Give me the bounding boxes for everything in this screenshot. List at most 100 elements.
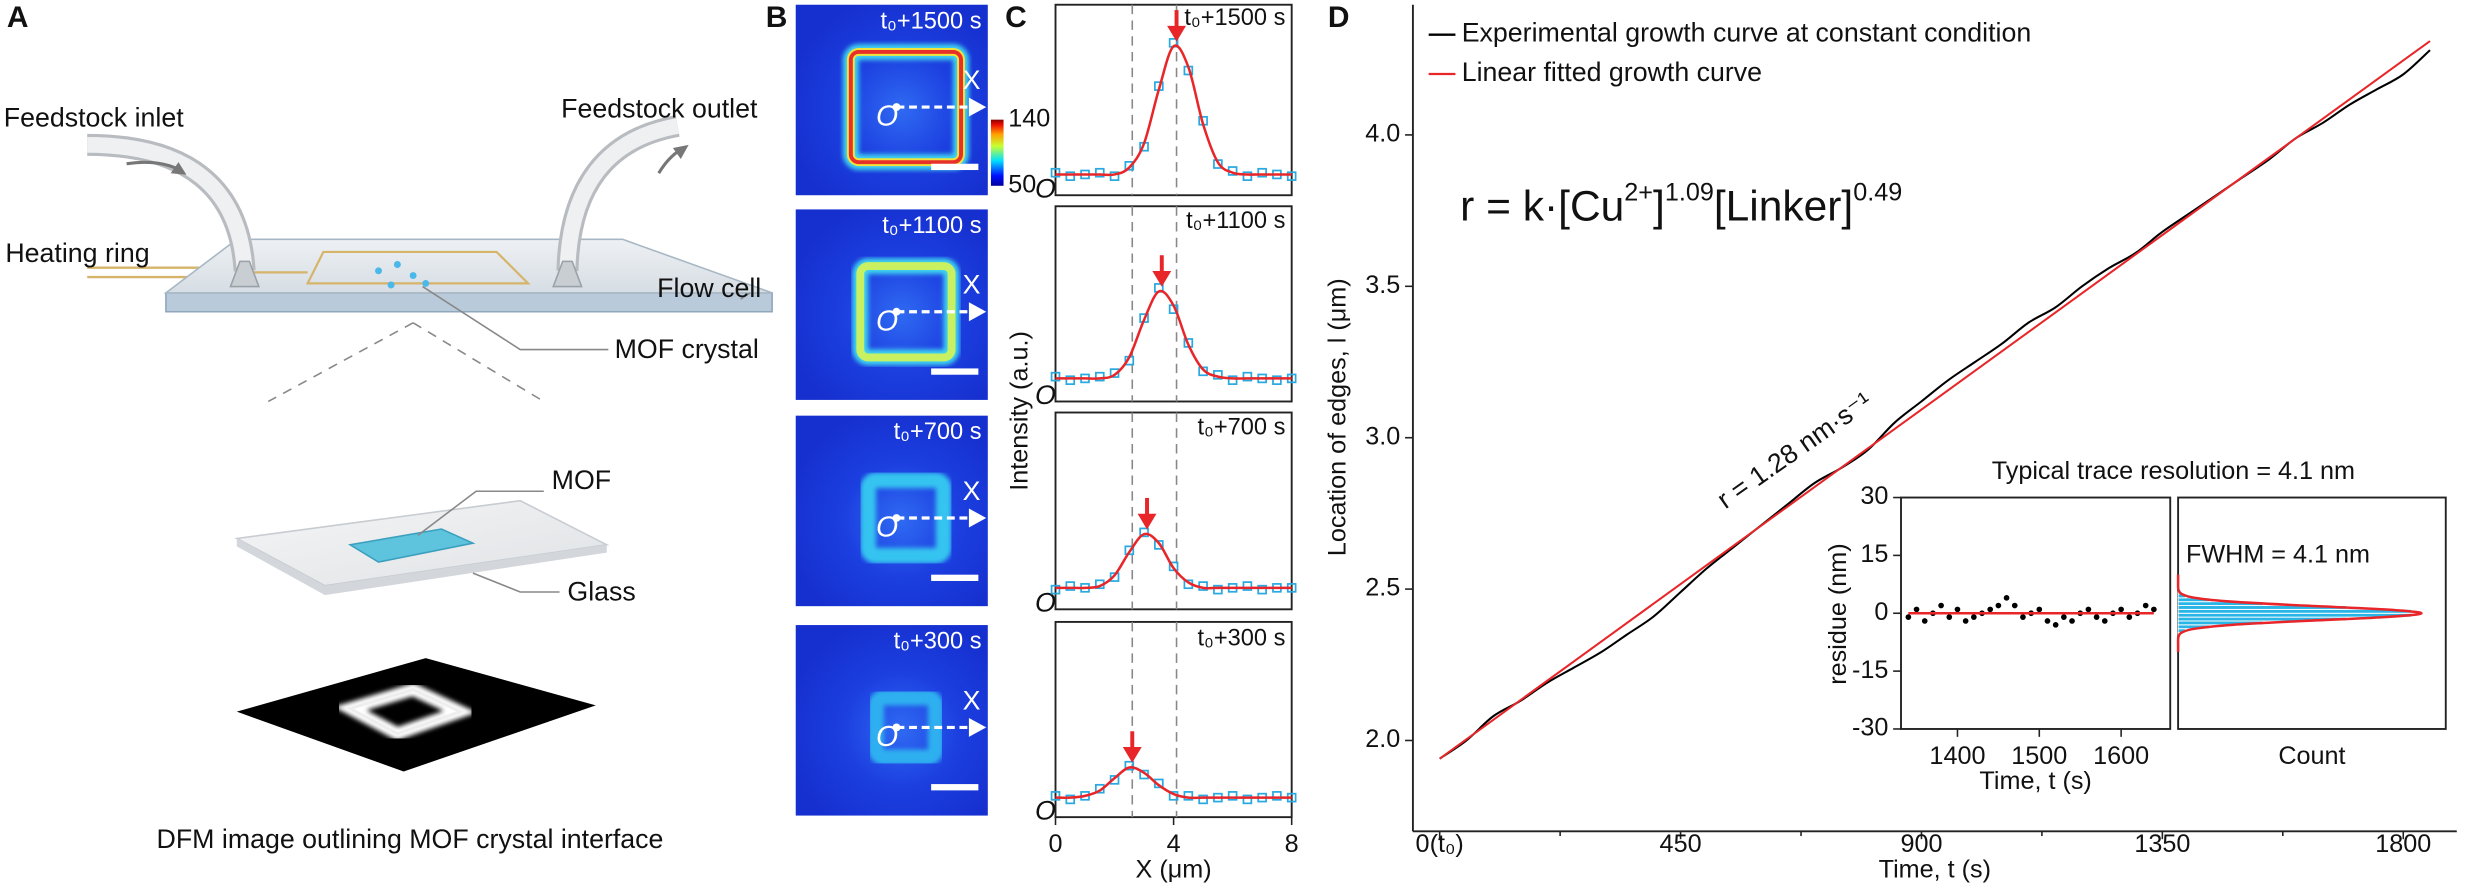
time-label: t₀+1100 s xyxy=(882,213,981,239)
y-tick-label: 0 xyxy=(1874,598,1888,626)
data-point xyxy=(1995,602,2002,609)
origin-dot xyxy=(892,307,901,316)
chart-title: t₀+300 s xyxy=(1197,625,1285,651)
data-point xyxy=(1954,606,1961,613)
x-tick-label: 1400 xyxy=(1929,742,1985,770)
heating-ring xyxy=(305,250,531,285)
axis-label: X xyxy=(963,65,981,95)
data-point xyxy=(1094,167,1105,178)
data-point xyxy=(1227,375,1238,385)
peak-arrow-head xyxy=(1122,746,1142,763)
equation-part: ] xyxy=(1653,184,1665,231)
outlet-tube xyxy=(559,118,680,272)
data-point xyxy=(1913,606,1920,613)
data-point xyxy=(2069,618,2075,624)
equation-part: 0.49 xyxy=(1853,178,1902,206)
data-point xyxy=(1065,375,1076,385)
colorbar-tick-label: 140 xyxy=(1008,104,1050,132)
origin-label: O xyxy=(1035,588,1056,618)
leader-line xyxy=(422,285,609,351)
data-point xyxy=(1272,791,1282,801)
diagram-label: Glass xyxy=(567,577,635,607)
data-line xyxy=(1055,766,1292,800)
inlet-tube xyxy=(87,136,253,272)
data-point xyxy=(1286,171,1297,181)
diagram-label: Feedstock outlet xyxy=(561,93,758,123)
y-axis-label: Intensity (a.u.) xyxy=(1006,331,1034,491)
diagram-label: Heating ring xyxy=(5,238,149,268)
data-point xyxy=(1272,375,1282,385)
origin-label: O xyxy=(876,512,898,544)
scale-bar xyxy=(931,784,979,791)
data-point xyxy=(1065,171,1076,181)
data-point xyxy=(1938,602,1944,609)
data-point xyxy=(2020,614,2026,620)
panel-label: C xyxy=(1005,1,1027,34)
data-point xyxy=(1065,794,1076,805)
zoom-line xyxy=(412,322,545,403)
data-point xyxy=(2061,614,2067,620)
axis-label: X xyxy=(963,270,981,300)
diagram-caption: DFM image outlining MOF crystal interfac… xyxy=(157,824,664,854)
data-line xyxy=(1439,49,2431,760)
chart-title: t₀+700 s xyxy=(1197,414,1285,440)
data-point xyxy=(1109,171,1120,181)
data-point xyxy=(1109,572,1120,582)
time-label: t₀+300 s xyxy=(894,629,982,655)
y-tick-label: 2.0 xyxy=(1365,725,1400,753)
data-point xyxy=(1124,160,1135,171)
flow-cell-diagram xyxy=(87,115,773,772)
data-point xyxy=(2142,602,2149,609)
legend-label: Linear fitted growth curve xyxy=(1462,57,1762,87)
data-point xyxy=(2151,606,2157,613)
data-point xyxy=(1094,371,1105,382)
data-point xyxy=(1970,614,1977,620)
dfm-plate xyxy=(236,658,596,772)
x-tick-label: 8 xyxy=(1285,830,1299,858)
equation-part: 1.09 xyxy=(1665,178,1714,206)
x-tick-label: 1600 xyxy=(2093,742,2149,770)
data-point xyxy=(2085,606,2092,613)
tube-base xyxy=(552,260,583,288)
trace-arrow-head xyxy=(968,302,987,322)
origin-label: O xyxy=(876,721,898,753)
y-tick-label: 3.5 xyxy=(1365,271,1400,299)
data-point xyxy=(1227,791,1238,801)
chart-title: t₀+1500 s xyxy=(1184,5,1285,31)
diagram-label: MOF crystal xyxy=(615,334,759,364)
data-point xyxy=(1946,614,1953,620)
data-point xyxy=(1905,614,1912,620)
diagram-label: Feedstock inlet xyxy=(4,103,184,133)
x-tick-label: 1500 xyxy=(2011,742,2067,770)
origin-dot xyxy=(892,514,901,522)
y-tick-label: 3.0 xyxy=(1365,422,1400,450)
mof-crystal xyxy=(347,528,476,563)
crystal-dot xyxy=(422,279,430,287)
trace-arrow-head xyxy=(968,508,987,528)
data-line xyxy=(1055,289,1292,380)
flow-cell-top xyxy=(163,238,773,294)
diagram-label: MOF xyxy=(552,465,611,495)
data-point xyxy=(1987,606,1994,613)
x-axis-label: Time, t (s) xyxy=(1879,855,1991,883)
data-point xyxy=(1154,540,1164,550)
data-point xyxy=(1050,371,1061,382)
leader-line xyxy=(472,572,560,593)
dfm-outline xyxy=(346,687,465,736)
data-point xyxy=(1257,167,1267,178)
x-tick-label: 4 xyxy=(1167,830,1181,858)
equation-part: [Linker] xyxy=(1714,184,1853,231)
y-axis-label: Location of edges, l (μm) xyxy=(1324,278,1352,556)
x-tick-label: 1350 xyxy=(2134,830,2190,858)
rate-annotation: r = 1.28 nm·s⁻¹ xyxy=(1712,386,1878,515)
panel-label: D xyxy=(1328,1,1350,34)
chart-title: Typical trace resolution = 4.1 nm xyxy=(1992,457,2355,485)
leader-line xyxy=(740,292,751,300)
heatmap xyxy=(795,625,988,816)
data-point xyxy=(1124,760,1135,771)
equation: r = k·[Cu2+]1.09[Linker]0.49 xyxy=(1460,178,1902,230)
origin-label: O xyxy=(1035,795,1056,825)
crystal-dot xyxy=(387,281,395,289)
tube-base xyxy=(229,260,260,288)
origin-label: O xyxy=(876,305,898,337)
